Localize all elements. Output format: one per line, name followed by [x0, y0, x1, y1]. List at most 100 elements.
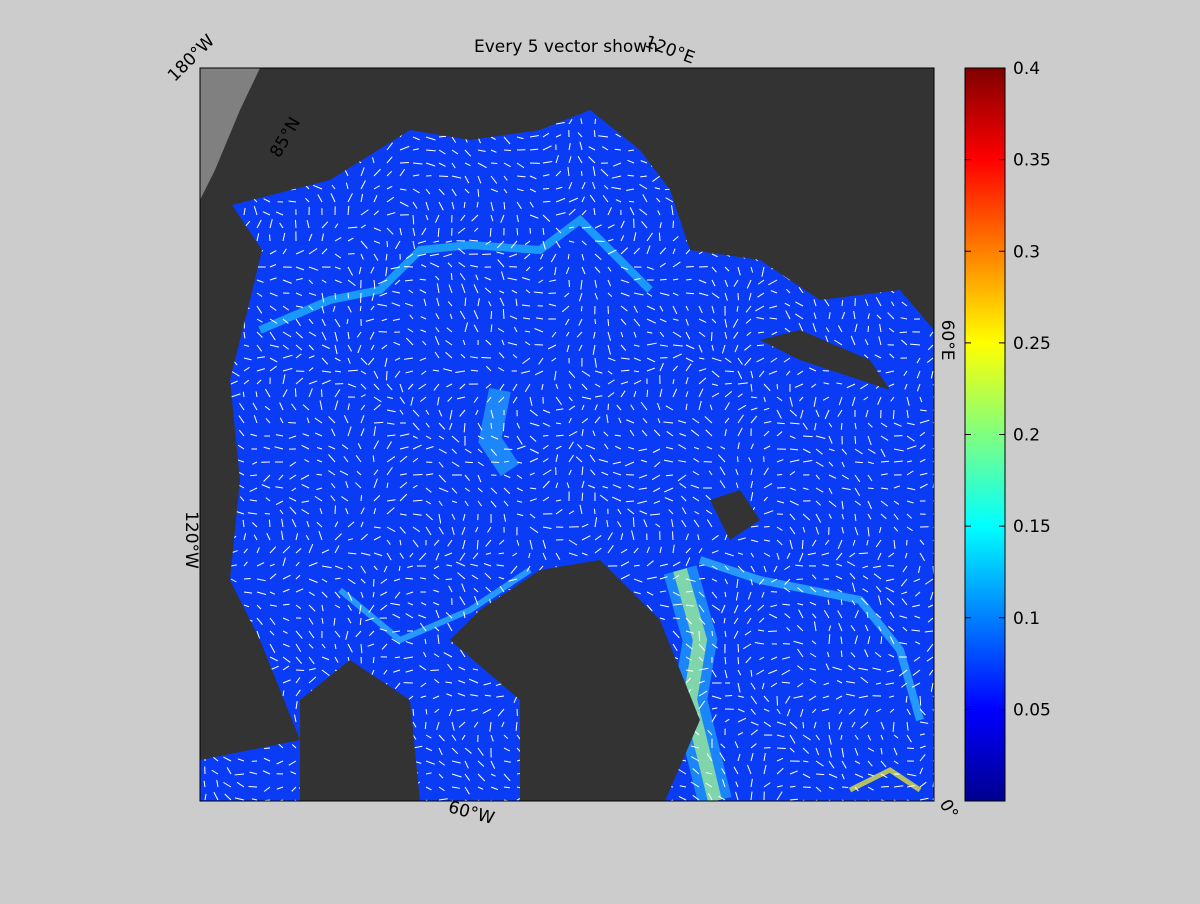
vector [374, 422, 383, 423]
vector [841, 600, 842, 605]
vector [803, 722, 804, 728]
vector [737, 456, 738, 462]
vector [777, 696, 778, 706]
vector [491, 462, 499, 463]
vector [647, 390, 648, 397]
vector [491, 163, 497, 164]
vector [725, 371, 734, 372]
vector [893, 410, 894, 419]
vector [295, 388, 296, 397]
vector [361, 495, 362, 501]
vector [725, 695, 732, 696]
vector [829, 722, 830, 729]
map-label: 60°E [937, 320, 957, 361]
vector [543, 201, 550, 202]
colorbar-tick-label: 0.1 [1013, 609, 1040, 629]
colorbar-tick-label: 0.3 [1013, 242, 1040, 262]
map-label: 0° [935, 796, 962, 823]
vector [634, 371, 639, 372]
vector [841, 651, 842, 657]
map-label: 60°W [446, 797, 497, 829]
vector [594, 509, 595, 514]
colorbar-tick-label: 0.2 [1013, 426, 1040, 446]
vector [660, 279, 667, 280]
vector [321, 389, 322, 397]
vector [395, 657, 400, 658]
vector [543, 188, 549, 189]
vector [900, 332, 907, 333]
vector [859, 553, 868, 554]
vector [413, 215, 414, 224]
vector [250, 475, 257, 476]
vector [738, 644, 739, 652]
vector [269, 520, 270, 527]
vector [504, 150, 511, 151]
vector [796, 579, 803, 580]
vector [517, 228, 518, 235]
vector [608, 319, 609, 326]
vector [868, 488, 874, 489]
vector [386, 371, 387, 380]
vector [446, 579, 452, 580]
vector [595, 119, 596, 124]
vector [659, 233, 660, 241]
vector [400, 162, 409, 163]
vector [855, 436, 856, 444]
vector [711, 332, 712, 341]
vector [699, 631, 700, 641]
vector [491, 311, 492, 319]
colorbar-tick-label: 0.05 [1013, 700, 1051, 720]
vector [595, 319, 596, 324]
vector [803, 436, 813, 437]
vector [615, 149, 621, 150]
map-label: 120°E [642, 32, 697, 68]
map-label: 120°W [181, 511, 201, 569]
vector [699, 578, 705, 579]
vector [288, 422, 296, 423]
vector [373, 657, 374, 663]
vector [802, 540, 803, 549]
vector [855, 462, 863, 463]
vector [581, 306, 582, 311]
vector [503, 309, 504, 319]
vector [243, 392, 244, 397]
vector [504, 787, 510, 788]
vector [439, 136, 446, 137]
vector [249, 786, 257, 787]
colorbar-tick-label: 0.25 [1013, 334, 1051, 354]
vector [413, 500, 423, 501]
map-area [198, 62, 942, 806]
vector [594, 130, 595, 137]
vector [451, 273, 452, 280]
vector [439, 176, 448, 177]
vector [920, 696, 921, 706]
vector [777, 384, 778, 389]
vector [768, 631, 777, 632]
colorbar-tick-label: 0.4 [1013, 59, 1040, 79]
vector [777, 474, 782, 475]
vector [413, 709, 414, 716]
vector [413, 474, 423, 475]
vector [673, 618, 680, 619]
vector [582, 493, 583, 501]
vector [725, 383, 732, 384]
vector [595, 241, 604, 242]
vector [633, 517, 634, 527]
vector [477, 540, 478, 549]
vector [764, 526, 770, 527]
vector [317, 474, 322, 475]
vector [738, 657, 739, 664]
vector [485, 695, 491, 696]
vector [816, 774, 824, 775]
vector [543, 435, 548, 436]
vector [360, 306, 361, 311]
vector [757, 345, 764, 346]
vector [628, 175, 634, 176]
vector [629, 201, 634, 202]
vector [790, 786, 795, 787]
vector [841, 423, 842, 430]
vector [712, 631, 713, 636]
vector [686, 279, 692, 280]
vector [686, 266, 694, 267]
